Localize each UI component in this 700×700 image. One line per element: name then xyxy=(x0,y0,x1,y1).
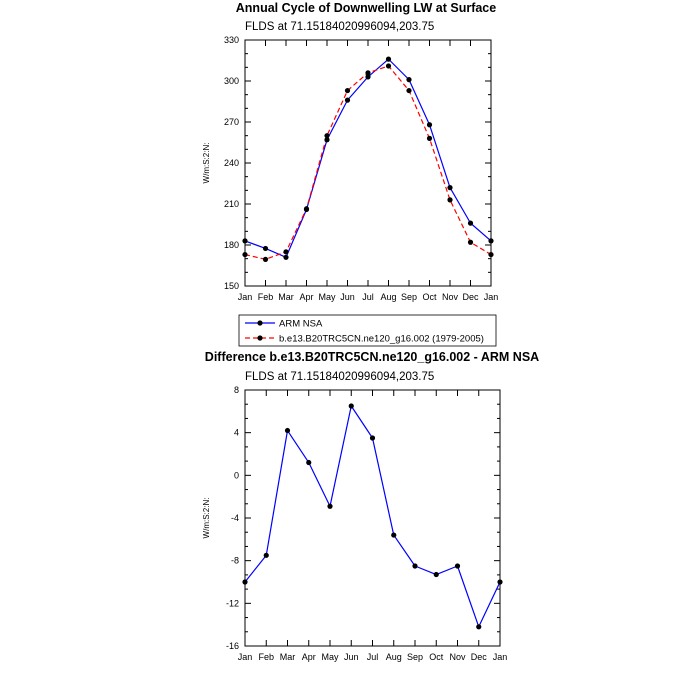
top-series-0-point xyxy=(406,77,412,83)
top-series-1-point xyxy=(426,135,433,141)
bottom-ytick-label: 8 xyxy=(234,385,239,395)
bottom-chart-subtitle: FLDS at 71.15184020996094,203.75 xyxy=(245,371,434,383)
top-xtick-label: Feb xyxy=(258,292,274,302)
top-series-0-point xyxy=(426,122,433,128)
top-series-0-point xyxy=(365,74,371,80)
top-chart-ylabel: W/m:S:2:N: xyxy=(202,143,211,184)
top-series-0-point xyxy=(262,245,269,252)
top-ytick-label: 330 xyxy=(224,35,239,45)
top-series-1-line xyxy=(244,65,492,260)
top-series-1-point xyxy=(488,251,494,258)
top-xtick-label: Dec xyxy=(462,292,479,302)
bottom-ytick-label: -16 xyxy=(226,641,239,651)
top-xtick-label: Apr xyxy=(299,292,313,302)
top-ytick-label: 210 xyxy=(224,199,239,209)
top-xtick-label: Aug xyxy=(380,292,396,302)
top-series-1-point xyxy=(283,249,289,255)
top-xtick-label: Mar xyxy=(278,292,294,302)
bottom-series-0-point xyxy=(497,579,503,585)
top-ytick-label: 240 xyxy=(224,158,239,168)
bottom-xtick-label: Jan xyxy=(238,652,253,662)
bottom-xtick-label: Mar xyxy=(280,652,296,662)
top-xtick-label: Jul xyxy=(362,292,374,302)
top-xtick-label: Sep xyxy=(401,292,417,302)
bottom-xtick-label: Nov xyxy=(449,652,466,662)
bottom-xtick-label: Aug xyxy=(386,652,402,662)
top-xtick-label: Nov xyxy=(442,292,459,302)
top-series-0-point xyxy=(385,56,392,62)
bottom-plot-frame xyxy=(244,389,501,647)
top-series-1-point xyxy=(262,256,269,262)
top-series-1-point xyxy=(303,206,310,212)
top-chart-plot: 150 180 210 240 270 300 330 Jan Feb Mar Apr May Jun J… xyxy=(224,35,498,302)
top-ytick-label: 270 xyxy=(224,117,239,127)
top-series-1-point xyxy=(242,251,248,258)
top-series-1-point xyxy=(385,63,392,69)
bottom-xtick-label: Jul xyxy=(367,652,379,662)
top-series-1-point xyxy=(344,87,351,94)
top-series-1-point xyxy=(365,70,371,76)
bottom-series-0-point xyxy=(242,579,248,585)
top-xtick-label: Jun xyxy=(340,292,355,302)
bottom-ytick-label: -4 xyxy=(231,513,239,523)
legend-marker-model xyxy=(257,335,263,341)
bottom-series-0-point xyxy=(412,563,418,569)
top-series-1-point xyxy=(406,87,412,94)
bottom-xtick-label: Sep xyxy=(407,652,423,662)
top-series-0-line xyxy=(244,58,492,258)
bottom-xtick-label: Dec xyxy=(471,652,488,662)
legend-label-model: b.e13.B20TRC5CN.ne120_g16.002 (1979-2005… xyxy=(279,334,484,345)
bottom-series-0-point xyxy=(454,563,461,569)
top-ytick-label: 300 xyxy=(224,76,239,86)
top-xtick-label: Oct xyxy=(422,292,437,302)
bottom-ytick-label: 0 xyxy=(234,470,239,480)
bottom-ytick-label: -12 xyxy=(226,598,239,608)
bottom-xtick-label: Apr xyxy=(302,652,316,662)
top-series-0-point xyxy=(242,238,248,244)
top-ytick-label: 180 xyxy=(224,240,239,250)
legend-box xyxy=(238,314,497,347)
top-series-1-point xyxy=(467,239,474,245)
top-series-1-point xyxy=(324,133,330,139)
top-xtick-label: Jan xyxy=(484,292,499,302)
top-series-0-point xyxy=(488,238,494,244)
top-chart-subtitle: FLDS at 71.15184020996094,203.75 xyxy=(245,21,434,33)
bottom-chart-title: Difference b.e13.B20TRC5CN.ne120_g16.002… xyxy=(205,350,539,364)
bottom-ytick-label: -8 xyxy=(231,556,239,566)
top-xtick-label: May xyxy=(318,292,336,302)
top-chart-title: Annual Cycle of Downwelling LW at Surfac… xyxy=(236,1,496,15)
bottom-series-0-point xyxy=(348,403,354,409)
bottom-xtick-label: Feb xyxy=(258,652,274,662)
legend-label-arm: ARM NSA xyxy=(279,319,323,330)
top-xtick-label: Jan xyxy=(238,292,253,302)
top-ytick-label: 150 xyxy=(224,281,239,291)
bottom-series-0-point xyxy=(263,552,269,558)
bottom-xtick-label: Jun xyxy=(344,652,359,662)
bottom-xtick-label: Oct xyxy=(429,652,444,662)
legend-marker-arm xyxy=(257,320,263,326)
top-series-0-point xyxy=(467,220,474,226)
bottom-series-0-point xyxy=(476,624,482,630)
bottom-series-0-point xyxy=(327,503,333,509)
top-series-0-point xyxy=(447,185,453,191)
top-series-0-point xyxy=(324,137,330,143)
top-series-1-point xyxy=(447,197,453,203)
bottom-series-0-point xyxy=(433,571,439,578)
bottom-chart-plot: -16 -12 -8 -4 0 4 8 Jan Feb Mar Apr May Jun Jul Aug Sep… xyxy=(226,385,507,662)
top-series-0-point xyxy=(283,254,289,260)
bottom-series-0-point xyxy=(306,459,312,466)
bottom-series-0-point xyxy=(284,427,291,434)
bottom-series-0-point xyxy=(391,532,397,538)
legend: ARM NSA b.e13.B20TRC5CN.ne120_g16.002 (1… xyxy=(238,314,497,347)
bottom-xtick-label: May xyxy=(321,652,339,662)
bottom-ytick-label: 4 xyxy=(234,428,239,438)
bottom-xtick-label: Jan xyxy=(493,652,508,662)
bottom-chart-ylabel: W/m:S:2:N: xyxy=(202,498,211,539)
top-series-0-point xyxy=(344,97,351,103)
bottom-series-0-point xyxy=(369,435,376,441)
